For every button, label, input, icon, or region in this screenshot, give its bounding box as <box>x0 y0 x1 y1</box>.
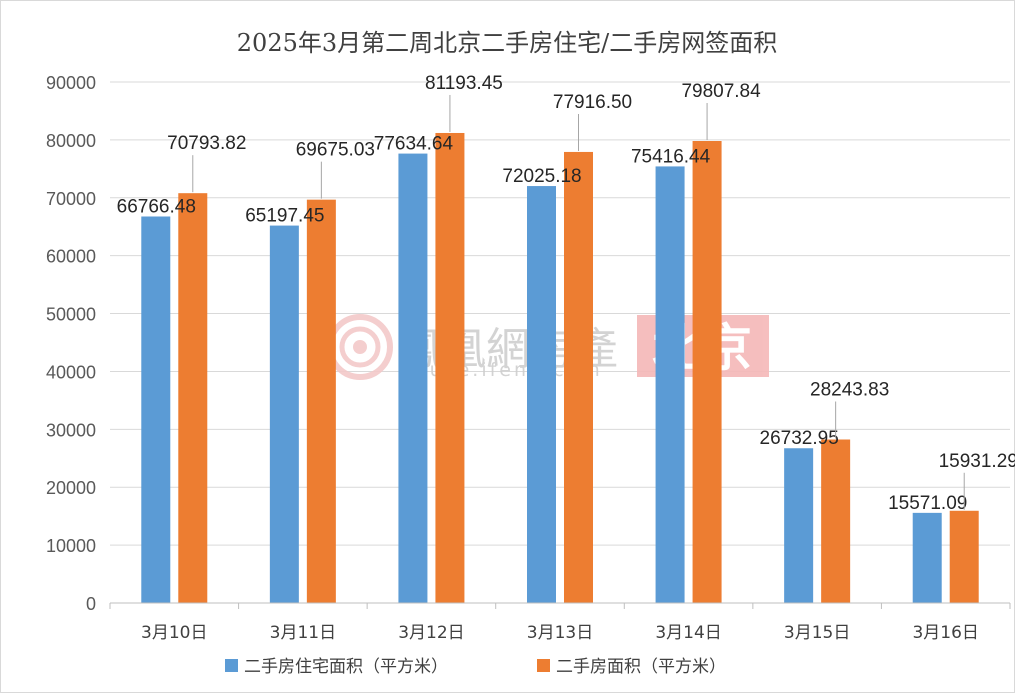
legend-swatch-series-2 <box>537 659 550 672</box>
data-labels: 66766.48 70793.82 65197.45 69675.0377634.64… <box>117 73 1015 514</box>
bar-series-1 <box>912 512 942 603</box>
data-label-series-2: 77916.50 <box>553 92 632 113</box>
x-tick-label: 3月16日 <box>912 623 978 643</box>
bar-series-1 <box>784 448 814 603</box>
y-tick-label: 0 <box>86 594 96 614</box>
axes: 0 10000 20000 30000 40000 50000 60000 70000 8000… <box>46 73 1011 643</box>
legend-label-series-1: 二手房住宅面积（平方米） <box>244 657 448 677</box>
y-tick-label: 20000 <box>46 478 96 498</box>
data-label-series-1: 26732.95 <box>760 428 839 449</box>
y-tick-label: 80000 <box>46 131 96 151</box>
y-tick-label: 50000 <box>46 305 96 325</box>
data-label-series-1: 66766.48 <box>117 196 196 217</box>
x-tick-label: 3月13日 <box>527 623 593 643</box>
bar-series-1 <box>527 186 556 603</box>
y-tick-label: 70000 <box>46 189 96 209</box>
data-label-series-1: 65197.45 <box>245 206 324 227</box>
data-label-series-1: 72025.18 <box>502 166 581 187</box>
bar-series-2 <box>949 510 979 603</box>
bars <box>141 132 979 604</box>
bar-series-2 <box>178 193 208 604</box>
bar-series-1 <box>269 225 299 603</box>
data-label-series-1: 77634.64 <box>374 134 454 155</box>
data-label-series-2: 70793.82 <box>167 133 246 154</box>
y-tick-label: 30000 <box>46 420 96 440</box>
x-tick-label: 3月14日 <box>655 623 721 643</box>
bar-series-2 <box>564 151 593 603</box>
x-tick-label: 3月10日 <box>141 623 207 643</box>
data-label-series-2: 28243.83 <box>810 379 889 400</box>
data-label-series-2: 79807.84 <box>681 81 761 102</box>
x-tick-label: 3月12日 <box>398 623 464 643</box>
data-label-series-2: 81193.45 <box>425 73 503 94</box>
bar-series-1 <box>141 216 171 603</box>
bar-series-1 <box>655 166 685 603</box>
data-label-series-1: 15571.09 <box>888 493 967 514</box>
bar-series-2 <box>306 199 336 603</box>
data-label-series-2: 69675.03 <box>296 140 375 161</box>
data-label-series-1: 75416.44 <box>631 146 711 167</box>
data-label-series-2: 15931.29 <box>939 451 1015 472</box>
y-tick-label: 90000 <box>46 73 96 93</box>
legend: 二手房住宅面积（平方米） 二手房面积（平方米） <box>225 657 726 677</box>
bar-series-1 <box>398 153 428 603</box>
x-tick-label: 3月11日 <box>270 623 336 643</box>
y-tick-label: 10000 <box>46 536 96 556</box>
gridlines <box>110 81 1010 546</box>
ifeng-swirl-logo-icon <box>327 314 393 380</box>
bar-series-2 <box>435 132 465 603</box>
x-tick-label: 3月15日 <box>784 623 850 643</box>
chart-title: 2025年3月第二周北京二手房住宅/二手房网签面积 <box>237 29 777 57</box>
bar-series-2 <box>692 141 722 603</box>
legend-label-series-2: 二手房面积（平方米） <box>556 657 726 677</box>
legend-swatch-series-1 <box>225 659 238 672</box>
bar-series-2 <box>821 439 851 603</box>
y-tick-label: 60000 <box>46 247 96 267</box>
y-tick-label: 40000 <box>46 362 96 382</box>
